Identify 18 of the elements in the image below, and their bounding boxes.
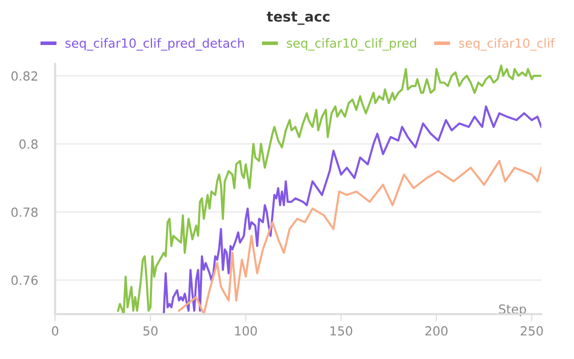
chart-title: test_acc	[266, 12, 330, 25]
y-tick-label: 0.8	[19, 139, 38, 149]
x-tick-label: 50	[143, 326, 158, 336]
x-axis-title: Step	[499, 304, 526, 316]
legend-label: seq_cifar10_clif_pred	[286, 38, 416, 51]
y-tick-label: 0.76	[11, 276, 38, 286]
x-tick-label: 150	[330, 326, 352, 336]
line-series	[116, 64, 542, 314]
line-series	[162, 105, 542, 314]
legend-label: seq_cifar10_clif	[459, 38, 555, 51]
y-tick-label: 0.82	[11, 71, 38, 81]
x-tick-label: 100	[235, 326, 257, 336]
x-tick-label: 0	[52, 326, 58, 336]
line-series	[178, 160, 542, 314]
y-tick-label: 0.78	[11, 207, 38, 217]
legend-label: seq_cifar10_clif_pred_detach	[65, 38, 244, 51]
x-tick-label: 250	[520, 326, 543, 336]
x-tick-label: 200	[425, 326, 448, 336]
